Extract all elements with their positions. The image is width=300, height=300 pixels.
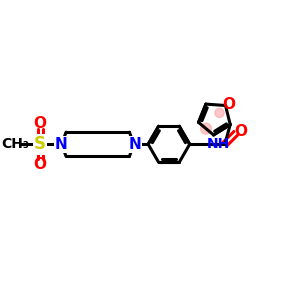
Circle shape xyxy=(201,123,212,134)
Text: NH: NH xyxy=(207,137,230,151)
Text: O: O xyxy=(34,116,46,131)
Text: S: S xyxy=(34,135,46,153)
Text: O: O xyxy=(235,124,248,139)
Text: O: O xyxy=(223,97,236,112)
Text: O: O xyxy=(34,158,46,172)
Text: CH₃: CH₃ xyxy=(2,137,29,151)
Text: N: N xyxy=(55,137,67,152)
Text: N: N xyxy=(128,137,141,152)
Circle shape xyxy=(215,108,224,118)
